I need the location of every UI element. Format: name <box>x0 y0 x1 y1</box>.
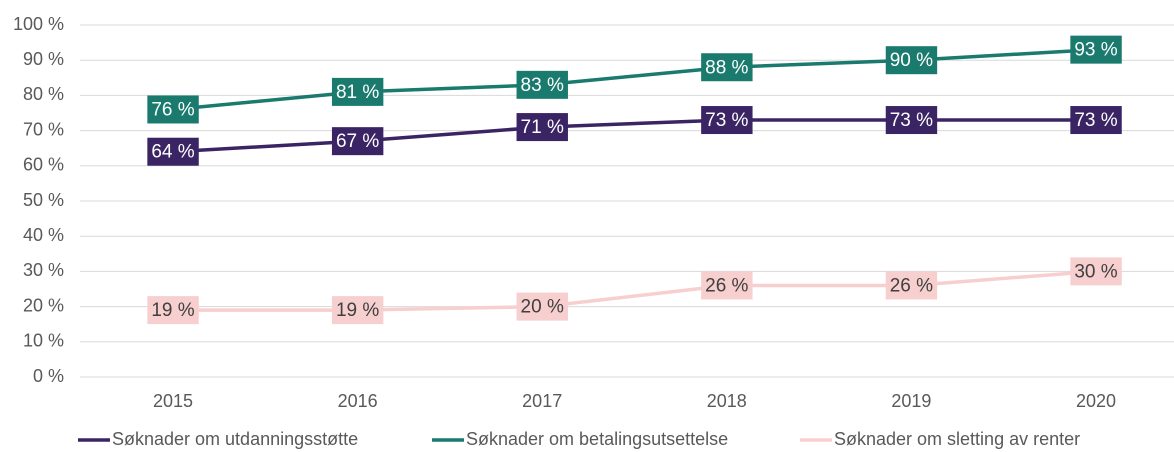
data-label-text: 90 % <box>890 50 933 71</box>
data-label: 88 % <box>701 53 753 82</box>
data-label-text: 26 % <box>705 275 748 296</box>
data-label: 67 % <box>331 127 384 156</box>
data-label: 26 % <box>885 271 938 300</box>
data-label-box <box>701 106 753 135</box>
data-label: 19 % <box>331 296 384 325</box>
x-tick-label: 2017 <box>522 391 562 411</box>
legend-label: Søknader om betalingsutsettelse <box>466 429 728 449</box>
data-label-text: 76 % <box>151 99 194 120</box>
y-tick-label: 70 % <box>23 119 64 139</box>
x-tick-label: 2018 <box>707 391 747 411</box>
data-label: 30 % <box>1070 257 1122 286</box>
data-label: 20 % <box>516 292 568 321</box>
x-tick-label: 2015 <box>153 391 193 411</box>
data-label: 83 % <box>516 70 568 99</box>
data-label-box <box>885 271 938 300</box>
y-tick-label: 100 % <box>13 14 64 34</box>
data-label-box <box>147 95 199 124</box>
y-tick-label: 60 % <box>23 155 64 175</box>
data-label: 73 % <box>1070 106 1122 135</box>
data-label-box <box>701 53 753 82</box>
data-label-box <box>885 106 938 135</box>
y-tick-label: 80 % <box>23 84 64 104</box>
data-label-text: 19 % <box>151 300 194 321</box>
series-line <box>172 47 1097 112</box>
data-label-box <box>516 113 568 142</box>
data-label-box <box>1070 106 1122 135</box>
series-line <box>172 118 1096 154</box>
data-label: 26 % <box>701 271 753 300</box>
data-label-text: 73 % <box>705 110 748 131</box>
y-tick-label: 30 % <box>23 260 64 280</box>
data-label-box <box>147 296 199 325</box>
data-label-box <box>1070 257 1122 286</box>
data-label-box <box>331 77 384 106</box>
data-label: 90 % <box>885 46 938 75</box>
data-label-box <box>516 70 568 99</box>
data-label-box <box>701 271 753 300</box>
data-label: 19 % <box>147 296 199 325</box>
x-tick-label: 2016 <box>338 391 378 411</box>
data-label-box <box>331 296 384 325</box>
data-label: 81 % <box>331 77 384 106</box>
legend-label: Søknader om utdanningsstøtte <box>112 429 358 449</box>
data-label-box <box>1070 35 1122 64</box>
data-label-text: 83 % <box>521 75 564 96</box>
data-label: 76 % <box>147 95 199 124</box>
x-tick-label: 2019 <box>891 391 931 411</box>
legend-label: Søknader om sletting av renter <box>834 429 1080 449</box>
data-label: 64 % <box>147 137 199 166</box>
data-label-text: 20 % <box>521 297 564 318</box>
data-label-box <box>331 127 384 156</box>
series-line <box>173 269 1097 312</box>
y-tick-label: 40 % <box>23 225 64 245</box>
data-label-box <box>516 292 568 321</box>
x-tick-label: 2020 <box>1076 391 1116 411</box>
data-label-box <box>147 137 199 166</box>
data-label-text: 26 % <box>890 275 933 296</box>
y-tick-label: 50 % <box>23 190 64 210</box>
data-label: 73 % <box>885 106 938 135</box>
data-label: 73 % <box>701 106 753 135</box>
y-tick-label: 0 % <box>33 366 64 386</box>
data-label-text: 73 % <box>1074 110 1117 131</box>
y-tick-label: 90 % <box>23 49 64 69</box>
data-label-text: 88 % <box>705 57 748 78</box>
data-label-text: 64 % <box>151 142 194 163</box>
data-label-text: 81 % <box>336 82 379 103</box>
data-label-text: 67 % <box>336 131 379 152</box>
data-label-text: 71 % <box>521 117 564 138</box>
data-label-text: 19 % <box>336 300 379 321</box>
y-tick-label: 10 % <box>23 331 64 351</box>
data-label-text: 30 % <box>1074 261 1117 282</box>
data-label: 71 % <box>516 113 568 142</box>
y-tick-label: 20 % <box>23 295 64 315</box>
data-label-box <box>885 46 938 75</box>
data-label-text: 93 % <box>1074 40 1117 61</box>
data-label-text: 73 % <box>890 110 933 131</box>
data-label: 93 % <box>1070 35 1122 64</box>
